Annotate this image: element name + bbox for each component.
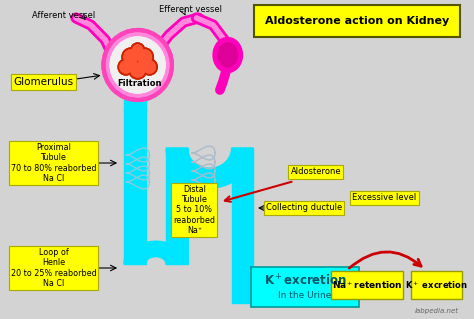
Ellipse shape	[218, 43, 237, 67]
Circle shape	[144, 61, 155, 73]
Circle shape	[142, 59, 157, 75]
Text: Collecting ductule: Collecting ductule	[266, 204, 342, 212]
Text: K$^+$excretion: K$^+$excretion	[264, 273, 346, 289]
Text: labpedia.net: labpedia.net	[415, 308, 459, 314]
Text: Filtration: Filtration	[118, 78, 162, 87]
Text: Na$^+$retention: Na$^+$retention	[332, 279, 402, 291]
Circle shape	[144, 61, 155, 73]
Circle shape	[122, 48, 140, 66]
Text: In the Urine: In the Urine	[278, 292, 332, 300]
Text: Excessive level: Excessive level	[352, 194, 417, 203]
Text: K$^+$ excretion: K$^+$ excretion	[405, 279, 468, 291]
Polygon shape	[124, 241, 188, 264]
Circle shape	[131, 43, 145, 57]
Text: Aldosterone: Aldosterone	[291, 167, 341, 176]
FancyArrowPatch shape	[349, 252, 421, 268]
Circle shape	[103, 30, 172, 100]
Circle shape	[133, 45, 143, 55]
Circle shape	[118, 59, 134, 75]
FancyBboxPatch shape	[330, 271, 403, 299]
Text: Aldosterone action on Kidney: Aldosterone action on Kidney	[265, 16, 449, 26]
Text: Proximal
Tubule
70 to 80% reaborbed
Na Cl: Proximal Tubule 70 to 80% reaborbed Na C…	[11, 143, 96, 183]
Circle shape	[120, 61, 132, 73]
Circle shape	[110, 37, 165, 93]
Text: Efferent vessel: Efferent vessel	[159, 5, 222, 14]
Circle shape	[129, 61, 146, 79]
Ellipse shape	[213, 38, 242, 72]
Circle shape	[136, 48, 154, 66]
Circle shape	[137, 50, 151, 64]
FancyBboxPatch shape	[411, 271, 462, 299]
Circle shape	[124, 50, 137, 64]
FancyBboxPatch shape	[251, 267, 359, 307]
Circle shape	[103, 30, 172, 100]
Text: Distal
Tubule
5 to 10%
reaborbed
Na⁺: Distal Tubule 5 to 10% reaborbed Na⁺	[173, 185, 216, 235]
FancyBboxPatch shape	[254, 5, 460, 37]
Bar	[232, 148, 253, 303]
Circle shape	[110, 37, 165, 93]
Circle shape	[122, 48, 140, 66]
Circle shape	[118, 59, 134, 75]
Circle shape	[124, 50, 137, 64]
Circle shape	[136, 48, 154, 66]
Bar	[124, 108, 146, 264]
Text: Glomerulus: Glomerulus	[14, 77, 74, 87]
Bar	[124, 96, 146, 111]
Polygon shape	[166, 148, 253, 188]
Circle shape	[131, 63, 145, 77]
Circle shape	[142, 59, 157, 75]
Circle shape	[131, 63, 145, 77]
Text: Loop of
Henle
20 to 25% reaborbed
Na Cl: Loop of Henle 20 to 25% reaborbed Na Cl	[10, 248, 96, 288]
Circle shape	[129, 61, 146, 79]
Circle shape	[120, 61, 132, 73]
Circle shape	[137, 50, 151, 64]
Bar	[166, 148, 188, 264]
Circle shape	[133, 45, 143, 55]
Text: Afferent vessel: Afferent vessel	[32, 11, 95, 19]
Circle shape	[131, 43, 145, 57]
